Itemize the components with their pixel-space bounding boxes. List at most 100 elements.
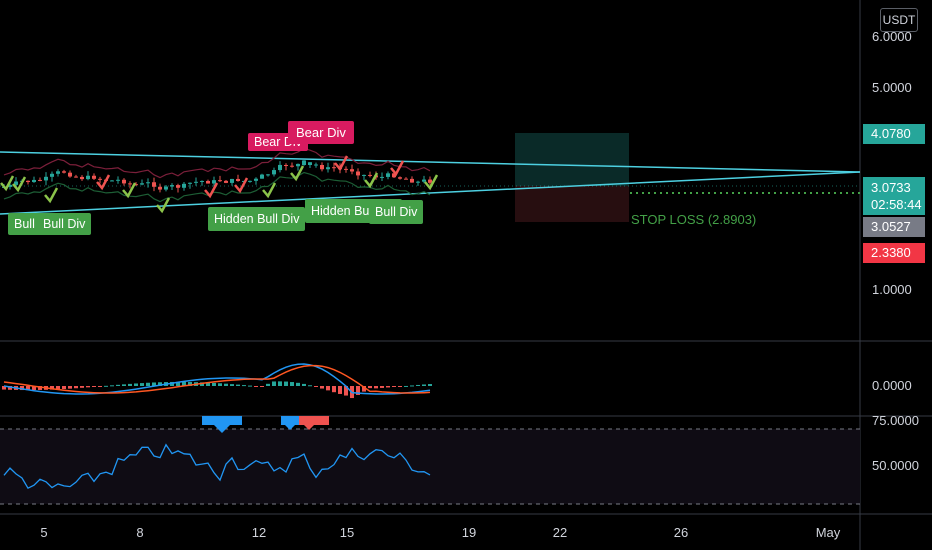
signal-check [334, 155, 349, 172]
signal-check [390, 160, 405, 177]
candle-body [362, 174, 366, 176]
macd-bar [308, 385, 312, 387]
band-upper-line [3, 147, 431, 179]
candle-body [74, 176, 78, 178]
candle-body [314, 164, 318, 166]
macd-bar [278, 381, 282, 386]
currency-selector[interactable]: USDT [880, 8, 918, 32]
candle-body [272, 170, 276, 175]
candle-body [140, 183, 144, 185]
macd-bar [428, 384, 432, 386]
macd-bar [38, 386, 42, 390]
candle-body [176, 185, 180, 188]
signal-check [262, 182, 277, 199]
hidden-bull-div-tag[interactable]: Hidden Bull Div [208, 207, 306, 231]
macd-bar [116, 384, 120, 386]
macd-bar [326, 386, 330, 391]
macd-bar [200, 382, 204, 386]
macd-bar [68, 386, 72, 389]
bull-div-tag[interactable]: Bull Div [37, 213, 92, 235]
price-label-1: 1.0000 [872, 282, 912, 297]
band-lower-line [3, 171, 431, 203]
macd-bar [110, 385, 114, 387]
candle-body [416, 181, 420, 183]
candle-body [164, 186, 168, 190]
date-label: 5 [40, 525, 47, 540]
candle-body [56, 171, 60, 174]
candle-body [428, 179, 432, 183]
price-label-5: 5.0000 [872, 80, 912, 95]
date-label: 8 [136, 525, 143, 540]
candle-body [224, 180, 228, 183]
candle-body [284, 165, 288, 166]
candle-body [122, 179, 126, 184]
date-label: 15 [340, 525, 354, 540]
macd-bar [404, 385, 408, 387]
candle-body [80, 176, 84, 180]
candle-body [44, 176, 48, 181]
macd-bar [56, 386, 60, 390]
candle-body [182, 183, 186, 188]
rsi-bull-arrow-2 [283, 423, 297, 430]
macd-bar [62, 386, 66, 390]
target-price-tag: 4.0780 [863, 124, 925, 144]
macd-bar [416, 384, 420, 386]
macd-bar [230, 384, 234, 386]
candle-body [26, 180, 30, 183]
candle-body [8, 184, 12, 187]
date-label: 19 [462, 525, 476, 540]
macd-bar [170, 381, 174, 386]
macd-bar [140, 383, 144, 386]
current-price-tag: 3.0733 02:58:44 [863, 177, 925, 215]
macd-bar [314, 386, 318, 387]
macd-bar [182, 381, 186, 386]
bull-div-tag[interactable]: Bull Div [369, 200, 424, 224]
stop-zone[interactable] [515, 186, 629, 222]
candle-body [344, 168, 348, 170]
candle-body [68, 172, 72, 177]
candle-body [290, 165, 294, 167]
candle-body [206, 180, 210, 184]
macd-bar [338, 386, 342, 394]
candle-body [368, 174, 372, 176]
price-label-6: 6.0000 [872, 29, 912, 44]
macd-bar [80, 386, 84, 388]
candle-body [260, 174, 264, 179]
candle-body [266, 174, 270, 176]
upper-trendline[interactable] [0, 151, 861, 173]
macd-bar [86, 386, 90, 388]
macd-bar [260, 386, 264, 387]
bear-div-tag[interactable]: Bear Div [288, 121, 354, 144]
macd-bar [374, 386, 378, 389]
candle-body [320, 165, 324, 170]
target-zone[interactable] [515, 133, 629, 186]
signal-check [12, 176, 27, 193]
macd-bar [134, 383, 138, 386]
rsi-75-label: 75.0000 [872, 413, 919, 428]
candle-body [14, 181, 18, 185]
macd-bar [176, 381, 180, 386]
macd-bar [20, 386, 24, 391]
macd-bar [152, 382, 156, 386]
candle-body [62, 171, 66, 173]
macd-bar [344, 386, 348, 396]
macd-bar [248, 385, 252, 387]
macd-bar [32, 386, 36, 391]
macd-bar [422, 384, 426, 386]
lower-trendline[interactable] [0, 171, 861, 215]
candle-body [236, 178, 240, 181]
macd-bar [92, 386, 96, 387]
macd-bar [236, 384, 240, 386]
candle-body [98, 178, 102, 180]
signal-check [364, 172, 379, 189]
candle-body [212, 180, 216, 184]
macd-bar [302, 383, 306, 386]
macd-bar [320, 386, 324, 389]
candle-body [326, 167, 330, 170]
candle-body [128, 183, 132, 185]
candle-body [296, 163, 300, 167]
macd-bar [122, 384, 126, 386]
macd-bar [284, 381, 288, 386]
candle-body [350, 169, 354, 172]
